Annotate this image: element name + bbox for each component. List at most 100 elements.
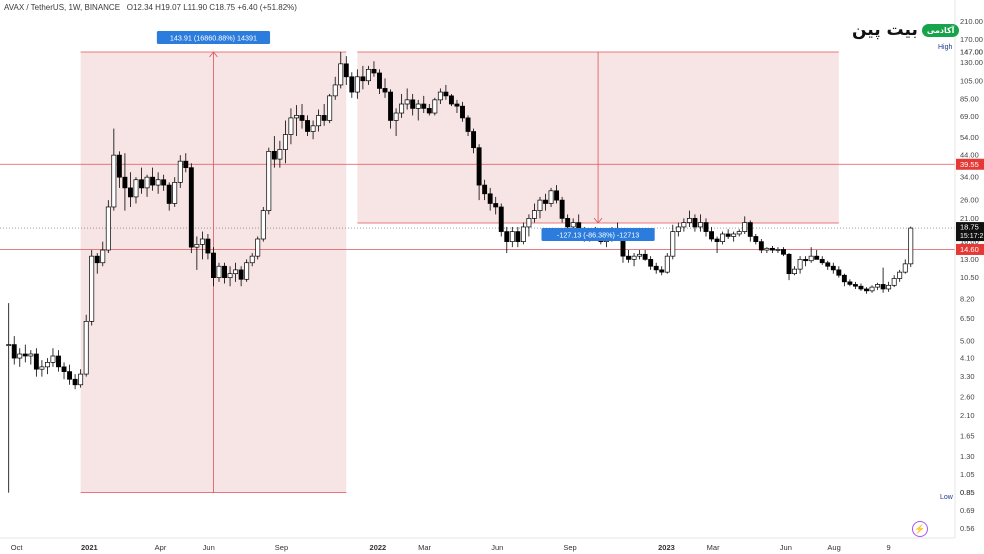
candle [720,233,726,242]
price-tick-label: 2.10 [960,411,975,420]
candle [675,226,681,232]
candle [155,179,161,186]
candle [44,361,50,368]
candle [216,265,222,279]
candle [316,115,322,127]
price-tick-label: 6.50 [960,314,975,323]
last-price-tag-bg [956,222,984,242]
candle [858,285,864,290]
candle [122,176,128,189]
candle [670,231,676,257]
price-tick-label: 4.10 [960,354,975,363]
candle [327,95,333,121]
time-tick-label: Sep [563,543,576,552]
candle [83,320,89,375]
candle [89,255,95,322]
candle [332,84,338,97]
price-tick-label: 1.30 [960,452,975,461]
candle [852,284,858,287]
price-tick-label: 26.00 [960,196,979,205]
price-tick-label: 170.00 [960,35,983,44]
price-tick-label: 13.00 [960,255,979,264]
measure-up-label: 143.91 (16860.88%) 14391 [170,34,257,43]
candle [33,353,39,370]
candle [769,247,775,251]
candle [880,284,886,290]
candle [349,76,355,93]
candle [637,253,643,257]
candle [825,262,831,267]
candle [205,238,211,254]
candle [188,167,194,248]
time-tick-label: Jun [491,543,503,552]
candle [482,184,488,195]
price-tick-label: 0.56 [960,524,975,533]
price-tick-label: 3.30 [960,372,975,381]
candle [869,286,875,292]
candle [244,262,250,280]
candle [39,366,45,370]
measure-down-label-bg [541,227,655,241]
candle [736,231,742,235]
candle [227,273,233,279]
candle [808,255,814,262]
candle [476,147,482,186]
candle [864,288,869,292]
candle [841,274,847,283]
price-tick-label: 5.00 [960,337,975,346]
candle [681,222,687,228]
time-tick-label: Mar [707,543,720,552]
candle [471,131,477,149]
candle [310,125,316,132]
time-tick-label: 2023 [658,543,675,552]
price-tick-label: 0.69 [960,506,975,515]
candle [554,190,560,201]
candle [432,99,438,114]
symbol-header: AVAX / TetherUS, 1W, BINANCE O12.34 H19.… [4,3,297,12]
candle [100,249,106,264]
price-tick-label: 1.65 [960,431,975,440]
candle [698,222,703,228]
lightning-icon[interactable]: ⚡ [912,521,928,537]
candle [543,199,548,204]
candle [692,218,698,228]
candle [742,222,748,232]
candle [172,182,178,204]
candle [764,247,770,251]
candle [814,255,820,260]
candle [410,99,416,109]
candle [183,160,189,169]
candle [875,284,881,288]
candle [404,99,410,105]
candle [271,150,277,160]
candle [78,373,84,386]
candle [487,193,493,204]
candle [238,269,244,280]
candle [277,149,283,160]
candle [28,353,34,357]
candle [61,366,67,372]
candle [338,63,344,86]
candle [371,68,377,74]
candle [139,179,144,189]
candle [11,344,17,359]
price-tick-label: 85.00 [960,94,979,103]
time-tick-label: Aug [827,543,840,552]
candle [642,253,648,260]
candle [631,255,637,260]
candle [803,259,809,262]
candle [819,259,825,264]
candle [454,103,460,107]
candle [177,160,183,183]
candle [421,103,427,109]
low-label: Low [940,494,953,501]
candle [886,284,892,290]
price-tick-label: 34.00 [960,173,979,182]
candle [753,236,759,242]
candle [504,231,510,242]
pair-text: AVAX / TetherUS, 1W, BINANCE [4,3,121,12]
candle [531,210,537,219]
candle [161,179,167,186]
high-label: High [938,44,953,51]
